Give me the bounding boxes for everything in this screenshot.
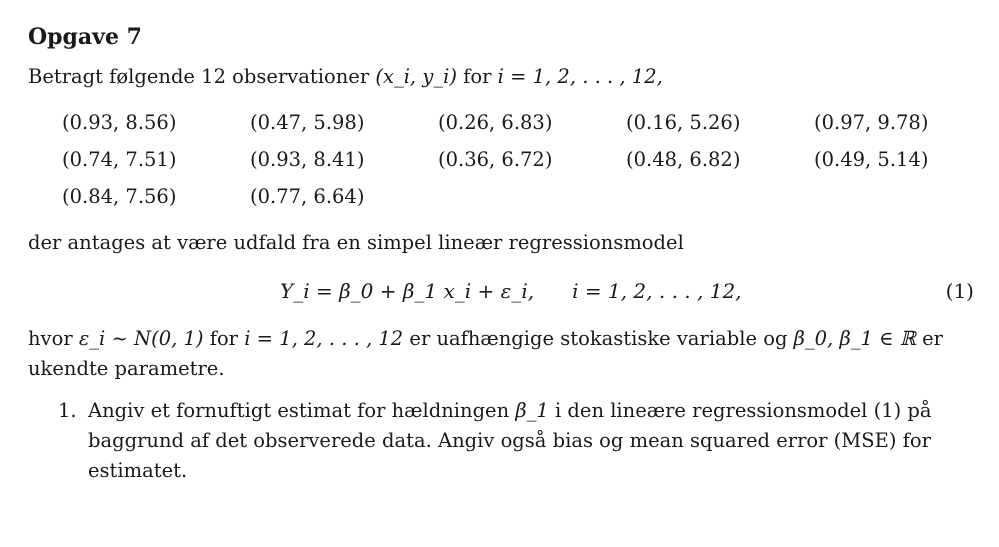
model-intro: der antages at være udfald fra en simpel… xyxy=(28,231,684,254)
index-range: i = 1, 2, . . . , 12, xyxy=(497,65,663,88)
epsilon-distribution: ε_i ∼ N(0, 1) xyxy=(78,327,204,350)
assumption-range: i = 1, 2, . . . , 12 xyxy=(244,327,404,350)
exercise-page: Opgave 7 Betragt følgende 12 observation… xyxy=(28,24,974,486)
task-item: 1. Angiv et fornuftigt estimat for hældn… xyxy=(58,396,968,486)
observation: (0.93, 8.41) xyxy=(250,148,365,171)
task-text-after: i den lineære regressionsmodel (1) på ba… xyxy=(88,399,932,482)
assumption-middle: er uafhængige stokastiske variable og xyxy=(403,327,794,350)
assumption-for: for xyxy=(203,327,245,350)
task-text-before: Angiv et fornuftigt estimat for hældning… xyxy=(88,399,516,422)
intro-paragraph: Betragt følgende 12 observationer (x_i, … xyxy=(28,62,968,92)
observation: (0.93, 8.56) xyxy=(62,111,177,134)
intro-for: for xyxy=(456,65,498,88)
equation-lhs: Y_i = β_0 + β_1 x_i + ε_i, xyxy=(280,279,535,303)
intro-text: Betragt følgende 12 observationer xyxy=(28,65,376,88)
observation: (0.49, 5.14) xyxy=(814,148,929,171)
equation-body: Y_i = β_0 + β_1 x_i + ε_i, i = 1, 2, . . … xyxy=(280,272,742,310)
assumption-hvor: hvor xyxy=(28,327,79,350)
observation: (0.26, 6.83) xyxy=(438,111,553,134)
observation: (0.84, 7.56) xyxy=(62,185,177,208)
regression-equation: Y_i = β_0 + β_1 x_i + ε_i, i = 1, 2, . . … xyxy=(28,272,974,310)
equation-number: (1) xyxy=(945,279,974,303)
assumption-end: er ukendte parametre. xyxy=(28,327,943,380)
parameters: β_0, β_1 ∈ ℝ xyxy=(793,327,916,350)
observation: (0.47, 5.98) xyxy=(250,111,365,134)
task-beta: β_1 xyxy=(515,399,549,422)
observation: (0.77, 6.64) xyxy=(250,185,365,208)
exercise-heading: Opgave 7 xyxy=(28,24,142,50)
pair-notation: (x_i, y_i) xyxy=(375,65,457,88)
equation-range: i = 1, 2, . . . , 12, xyxy=(572,279,742,303)
task-number: 1. xyxy=(58,399,77,422)
observation: (0.97, 9.78) xyxy=(814,111,929,134)
observation: (0.36, 6.72) xyxy=(438,148,553,171)
observation: (0.16, 5.26) xyxy=(626,111,741,134)
observation: (0.74, 7.51) xyxy=(62,148,177,171)
observation: (0.48, 6.82) xyxy=(626,148,741,171)
observations-grid: (0.93, 8.56) (0.47, 5.98) (0.26, 6.83) (… xyxy=(62,106,968,214)
assumptions-paragraph: hvor ε_i ∼ N(0, 1) for i = 1, 2, . . . ,… xyxy=(28,324,968,384)
